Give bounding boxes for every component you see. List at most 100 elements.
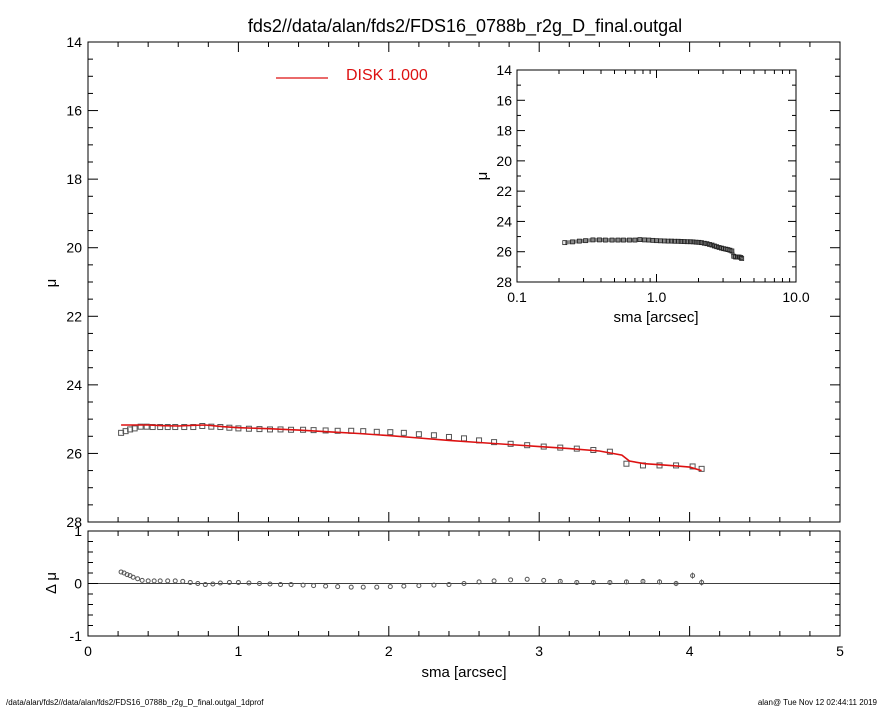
footer-timestamp: alan@ Tue Nov 12 02:44:11 2019	[758, 698, 878, 707]
residual-point	[348, 584, 354, 590]
residual-point	[401, 583, 407, 589]
inset-data-point	[665, 238, 671, 244]
residual-point	[210, 581, 216, 587]
residual-point	[235, 579, 241, 585]
residual-y-tick-label: 0	[74, 576, 82, 592]
model-line	[121, 424, 702, 472]
chart-title: fds2//data/alan/fds2/FDS16_0788b_r2g_D_f…	[248, 16, 682, 37]
data-point	[387, 429, 394, 436]
inset-data-point	[576, 238, 582, 244]
data-point	[623, 460, 630, 467]
inset-y-tick-label: 24	[496, 213, 512, 229]
data-point	[373, 428, 380, 435]
inset-data-point	[637, 237, 643, 243]
residual-x-axis: 0 1 2 3 4 5	[84, 531, 844, 659]
residual-y-tick-label: -1	[70, 628, 83, 644]
main-y-tick-label: 22	[66, 308, 82, 324]
main-y-tick-label: 20	[66, 240, 82, 256]
residual-point	[690, 573, 696, 579]
inset-x-tick-label: 10.0	[782, 289, 809, 305]
inset-data-point	[675, 238, 681, 244]
inset-x-axis-label: sma [arcsec]	[613, 309, 698, 326]
inset-data-point	[678, 239, 684, 244]
main-y-tick-label: 26	[66, 445, 82, 461]
residual-point	[145, 578, 151, 584]
data-point	[400, 429, 407, 436]
data-point	[208, 423, 215, 430]
residual-point	[323, 583, 329, 589]
residual-point	[151, 578, 157, 584]
residual-point	[590, 579, 596, 585]
inset-y-tick-label: 20	[496, 153, 512, 169]
main-y-tick-label: 14	[66, 34, 82, 50]
residual-point	[195, 581, 201, 586]
x-tick-label: 4	[686, 643, 694, 659]
inset-data-point	[699, 240, 704, 246]
inset-data-point	[729, 248, 735, 254]
residual-point	[673, 581, 679, 586]
data-point	[199, 423, 206, 429]
data-point	[172, 424, 179, 431]
main-x-axis-ticks	[87, 42, 841, 522]
inset-data-point	[684, 239, 690, 245]
inset-data-point	[707, 242, 712, 247]
inset-data-point	[704, 241, 710, 247]
inset-y-tick-label: 16	[496, 92, 512, 108]
x-tick-label: 2	[385, 643, 393, 659]
residual-point	[130, 574, 136, 580]
inset-data-point	[701, 240, 707, 246]
residual-point	[446, 582, 452, 588]
residual-point	[657, 579, 663, 585]
residual-point	[217, 580, 223, 586]
inset-data-point	[597, 237, 602, 243]
data-point	[445, 433, 452, 440]
residual-point	[278, 582, 284, 588]
residual-point	[139, 577, 145, 583]
data-point	[164, 424, 171, 431]
data-point	[491, 439, 498, 446]
residual-y-axis: -1 0 1	[70, 523, 840, 644]
inset-frame	[516, 69, 797, 283]
x-tick-label: 0	[84, 643, 92, 659]
inset-data-point	[690, 239, 696, 245]
inset-data-point	[714, 244, 720, 250]
main-y-tick-label: 18	[66, 171, 82, 187]
residual-point	[124, 572, 130, 578]
residual-point	[180, 578, 186, 584]
residual-point	[300, 582, 306, 588]
residual-y-axis-label: Δ μ	[43, 572, 60, 594]
main-panel: 14 16 18 20 22 24 26 28 μ DISK 1.000	[43, 34, 841, 530]
inset-data-points	[562, 237, 745, 261]
inset-data-point	[562, 240, 568, 246]
residual-point	[416, 583, 422, 589]
data-point	[698, 465, 705, 472]
main-data-points	[118, 423, 705, 472]
inset-data-point	[738, 255, 744, 260]
inset-data-point	[590, 237, 596, 243]
residual-point	[607, 579, 613, 585]
inset-data-point	[696, 239, 702, 245]
inset-x-tick-label: 1.0	[647, 289, 667, 305]
inset-data-point	[632, 237, 638, 243]
main-y-tick-label: 24	[66, 377, 82, 393]
residual-point	[640, 578, 646, 584]
inset-data-point	[669, 238, 674, 244]
inset-panel: 14 16 18 20 22 24 26 28 0.1 1.0 10.0 μ sma [arcse…	[474, 62, 810, 326]
residual-point	[387, 584, 393, 590]
inset-data-point	[609, 237, 615, 243]
x-axis-label: sma [arcsec]	[421, 664, 506, 681]
main-y-axis-label: μ	[43, 279, 60, 288]
x-tick-label: 3	[535, 643, 543, 659]
residual-point	[118, 569, 124, 575]
residual-point	[288, 582, 294, 588]
main-y-axis: 14 16 18 20 22 24 26 28	[66, 34, 840, 530]
inset-data-point	[693, 239, 699, 245]
data-point	[322, 427, 329, 434]
residual-point	[157, 578, 163, 584]
residual-point	[165, 578, 171, 584]
residual-point	[246, 580, 252, 586]
residual-point	[335, 584, 341, 590]
data-point	[430, 432, 437, 439]
inset-x-axis: 0.1 1.0 10.0	[507, 70, 810, 305]
